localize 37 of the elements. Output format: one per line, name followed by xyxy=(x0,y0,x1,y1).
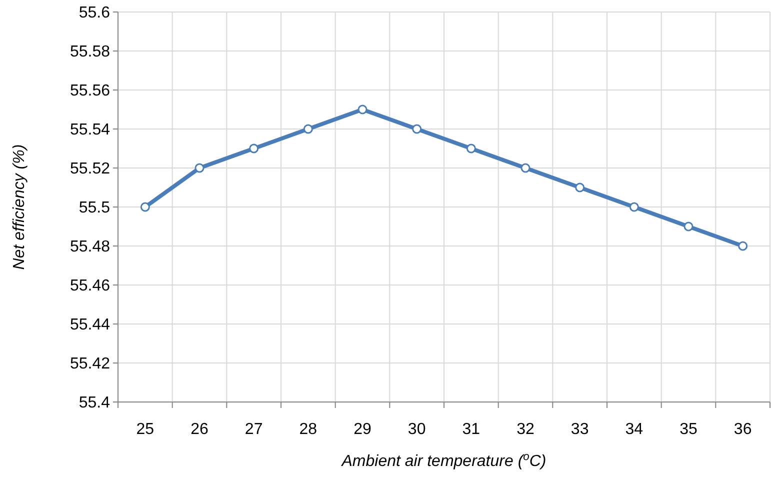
y-tick-label: 55.54 xyxy=(70,122,110,139)
x-tick-label: 35 xyxy=(680,421,698,438)
point xyxy=(738,241,748,251)
y-tick-label: 55.52 xyxy=(70,160,110,178)
x-tick-label: 32 xyxy=(516,421,534,438)
y-tick-label: 55.46 xyxy=(70,278,110,295)
x-tick-label: 36 xyxy=(734,421,752,438)
y-axis-title: Net efficiency (%) xyxy=(11,144,28,270)
x-tick-label: 25 xyxy=(136,421,154,438)
point xyxy=(303,124,313,134)
point xyxy=(575,182,585,192)
point xyxy=(412,124,422,134)
point xyxy=(684,222,694,232)
point xyxy=(140,202,150,212)
x-tick-label: 28 xyxy=(299,421,318,438)
x-tick-label: 26 xyxy=(190,421,208,438)
y-tick-label: 55.6 xyxy=(78,4,110,22)
x-tick-label: 29 xyxy=(354,421,372,438)
point xyxy=(194,163,204,173)
point xyxy=(466,144,476,154)
x-tick-label: 27 xyxy=(244,421,263,438)
y-tick-label: 55.48 xyxy=(70,238,110,256)
y-tick-label: 55.4 xyxy=(78,394,110,412)
y-tick-label: 55.56 xyxy=(70,82,110,100)
y-tick-label: 55.42 xyxy=(70,356,110,373)
point xyxy=(249,144,259,154)
y-tick-label: 55.5 xyxy=(78,200,110,217)
y-tick-label: 55.44 xyxy=(70,316,110,334)
x-tick-label: 34 xyxy=(625,421,644,438)
x-axis-title: Ambient air temperature ($^{o}$C) xyxy=(340,451,546,470)
point xyxy=(520,163,530,173)
point xyxy=(629,202,639,212)
x-tick-label: 30 xyxy=(408,421,426,438)
y-tick-label: 55.58 xyxy=(70,44,110,61)
x-tick-label: 31 xyxy=(462,421,480,438)
point xyxy=(358,104,368,114)
x-tick-label: 33 xyxy=(570,421,589,438)
